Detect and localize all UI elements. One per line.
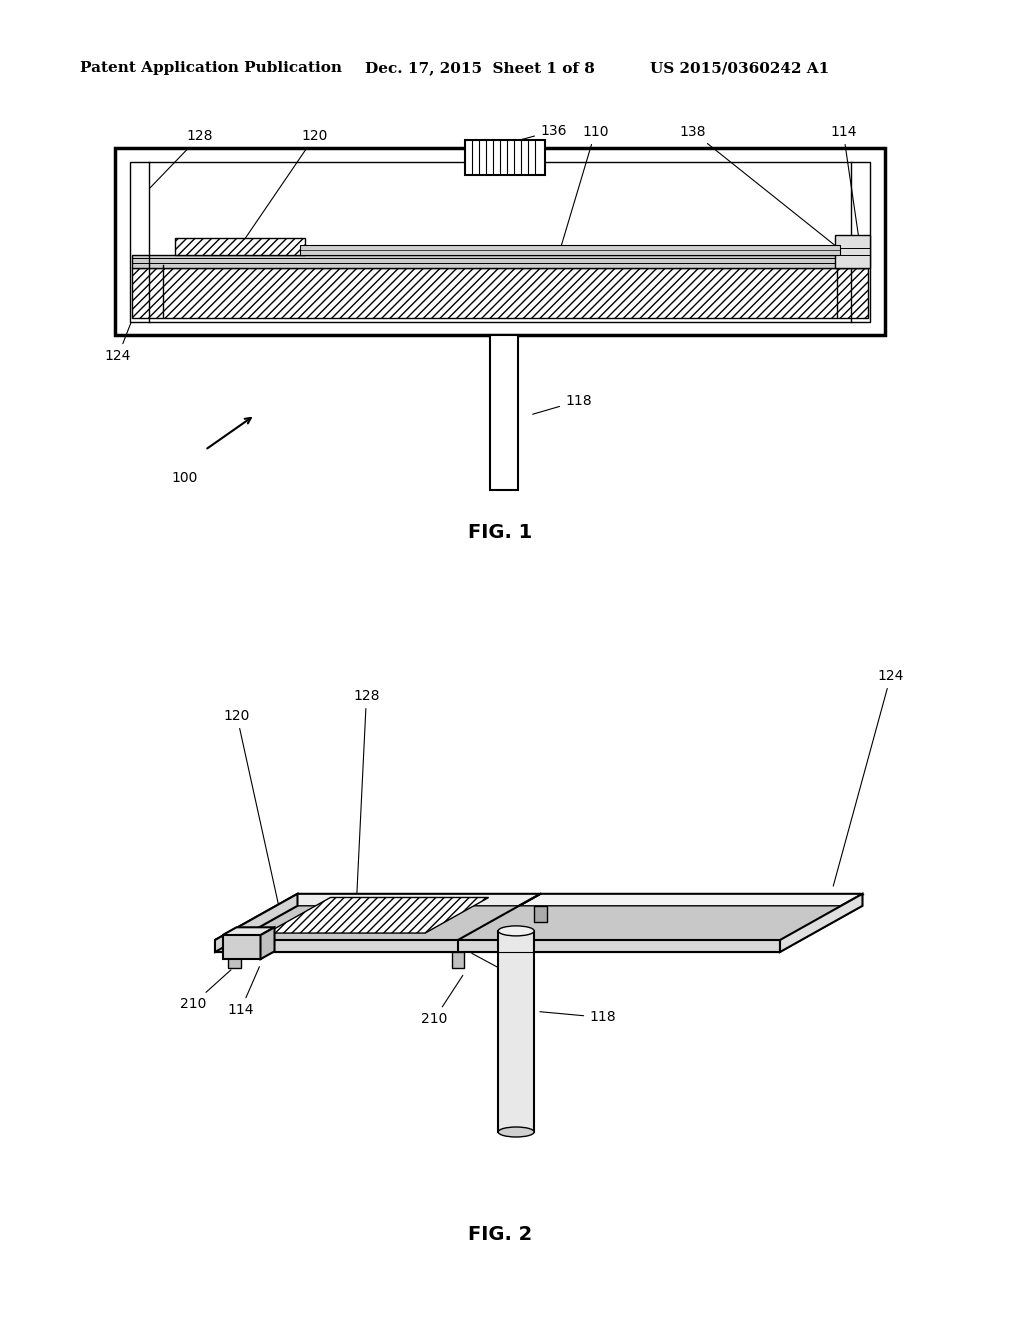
Text: 210: 210 (421, 975, 463, 1026)
Polygon shape (215, 906, 862, 952)
Text: 118: 118 (532, 393, 592, 414)
Text: 136: 136 (493, 124, 566, 148)
Polygon shape (215, 940, 780, 952)
Bar (175, 238, 305, 255)
Bar (465, 140, 545, 176)
Ellipse shape (498, 925, 535, 936)
Text: FIG. 2: FIG. 2 (468, 1225, 532, 1245)
Text: 120: 120 (223, 709, 287, 940)
Polygon shape (222, 927, 274, 935)
Polygon shape (228, 952, 241, 968)
Polygon shape (215, 894, 541, 940)
Polygon shape (260, 927, 274, 960)
Bar (130, 162, 870, 322)
Text: 114: 114 (830, 125, 861, 257)
Polygon shape (222, 935, 260, 960)
Polygon shape (535, 906, 547, 921)
Text: 138: 138 (680, 125, 835, 246)
Polygon shape (458, 894, 862, 940)
Text: 124: 124 (834, 669, 904, 886)
Text: 120: 120 (242, 129, 328, 244)
Polygon shape (452, 952, 464, 968)
Bar (132, 268, 868, 318)
Text: 114: 114 (227, 966, 259, 1018)
Bar (498, 931, 535, 1133)
Text: Patent Application Publication: Patent Application Publication (80, 61, 342, 75)
Text: 110: 110 (561, 125, 608, 247)
Polygon shape (215, 894, 298, 952)
Ellipse shape (498, 1127, 535, 1137)
Polygon shape (780, 894, 862, 952)
Polygon shape (267, 898, 488, 933)
Text: 124: 124 (104, 322, 131, 363)
Text: Dec. 17, 2015  Sheet 1 of 8: Dec. 17, 2015 Sheet 1 of 8 (365, 61, 595, 75)
Text: 210: 210 (180, 970, 231, 1011)
Text: 128: 128 (150, 129, 213, 187)
Text: 118: 118 (540, 1010, 615, 1024)
Bar (115, 148, 885, 335)
Bar (300, 246, 840, 255)
Text: US 2015/0360242 A1: US 2015/0360242 A1 (650, 61, 829, 75)
Bar (132, 255, 868, 268)
Text: 128: 128 (353, 689, 380, 899)
Text: 138: 138 (472, 953, 530, 985)
Bar (835, 235, 870, 268)
Text: 100: 100 (172, 471, 199, 484)
Text: FIG. 1: FIG. 1 (468, 523, 532, 541)
Bar (490, 335, 518, 490)
